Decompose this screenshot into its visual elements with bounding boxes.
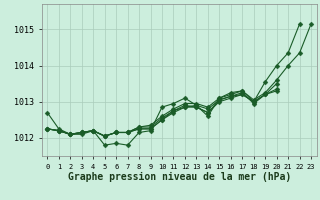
X-axis label: Graphe pression niveau de la mer (hPa): Graphe pression niveau de la mer (hPa): [68, 172, 291, 182]
